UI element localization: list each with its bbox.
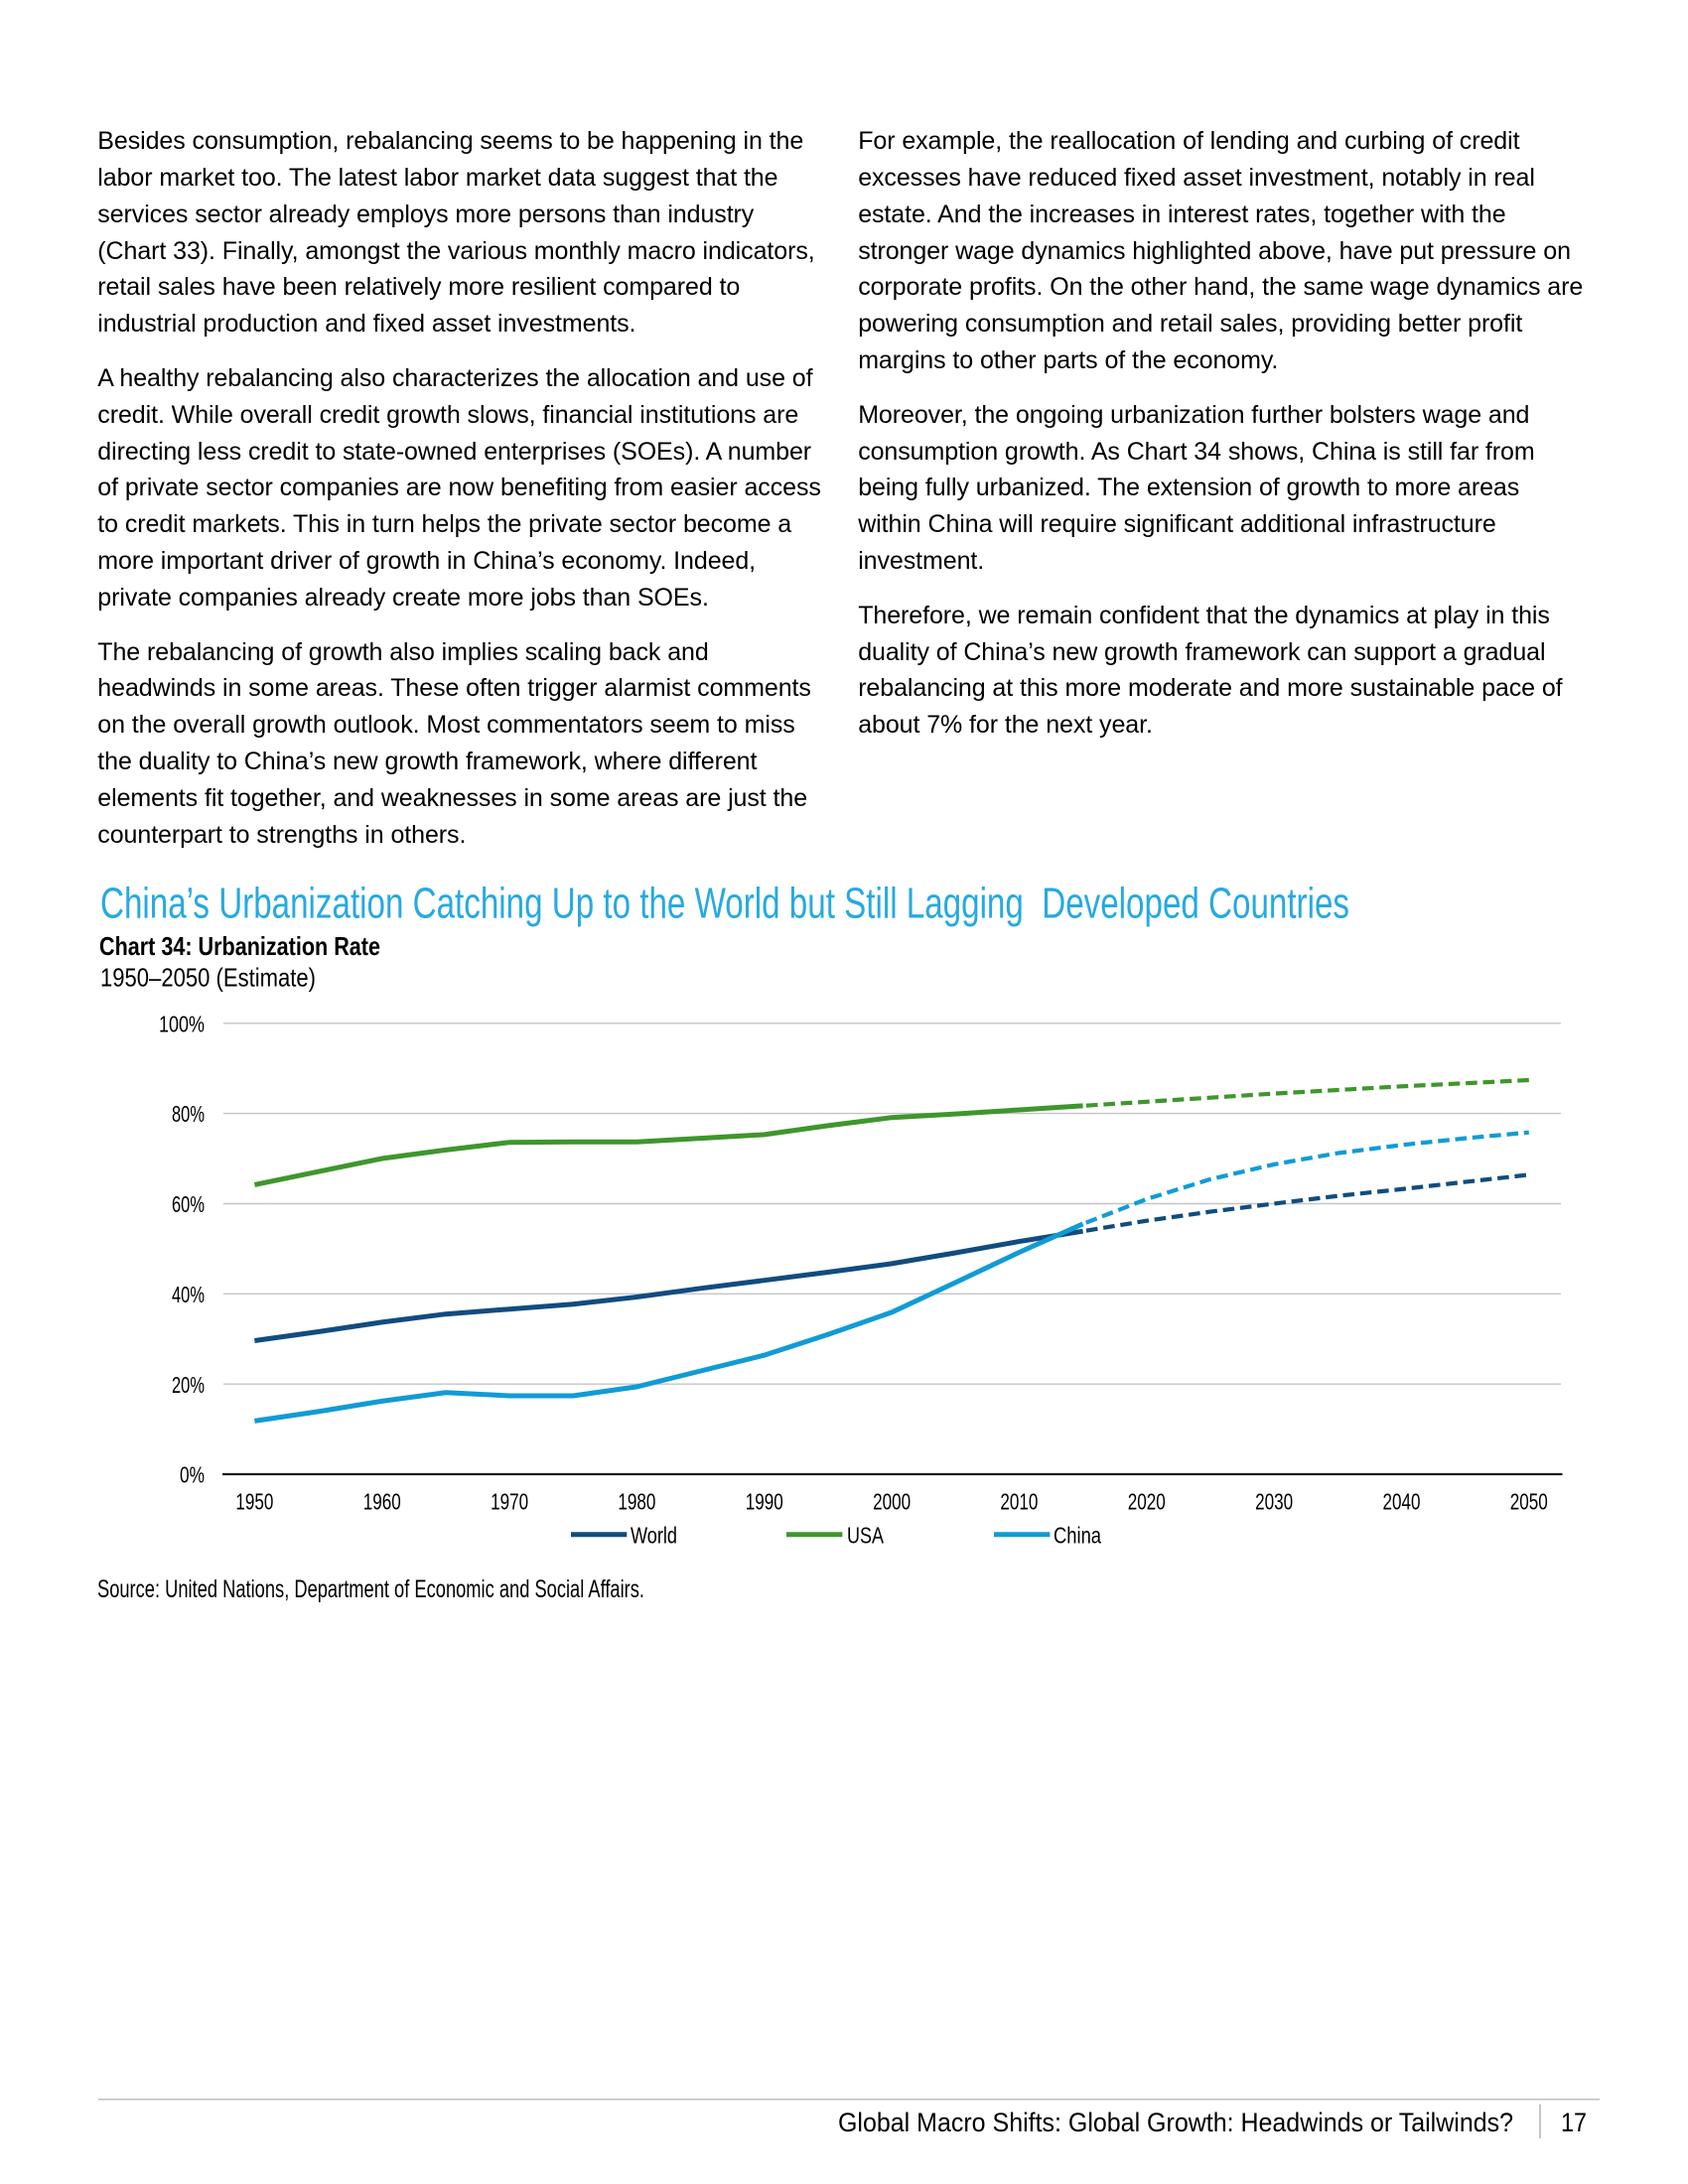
svg-text:Source: United Nations, Depart: Source: United Nations, Department of Ec… xyxy=(97,1575,644,1603)
svg-text:60%: 60% xyxy=(172,1191,205,1217)
svg-text:1950: 1950 xyxy=(235,1488,273,1514)
svg-text:2010: 2010 xyxy=(1000,1488,1038,1514)
svg-text:17: 17 xyxy=(1561,2108,1587,2137)
svg-text:2000: 2000 xyxy=(873,1488,911,1514)
svg-text:1990: 1990 xyxy=(746,1488,783,1514)
svg-text:China: China xyxy=(1054,1523,1102,1549)
svg-text:40%: 40% xyxy=(172,1282,205,1307)
svg-text:China’s Urbanization Catching: China’s Urbanization Catching Up to the … xyxy=(100,880,1349,928)
svg-text:1960: 1960 xyxy=(363,1488,401,1514)
svg-text:Chart 34: Urbanization Rate: Chart 34: Urbanization Rate xyxy=(99,931,380,961)
svg-text:2020: 2020 xyxy=(1128,1488,1166,1514)
svg-text:20%: 20% xyxy=(172,1372,205,1398)
svg-text:100%: 100% xyxy=(159,1011,205,1036)
svg-text:World: World xyxy=(631,1523,677,1549)
svg-text:1980: 1980 xyxy=(618,1488,655,1514)
svg-text:80%: 80% xyxy=(172,1101,205,1127)
svg-text:1970: 1970 xyxy=(491,1488,528,1514)
svg-text:Global Macro Shifts: Global Gr: Global Macro Shifts: Global Growth: Head… xyxy=(838,2108,1513,2137)
svg-text:USA: USA xyxy=(847,1523,884,1549)
svg-text:2030: 2030 xyxy=(1255,1488,1293,1514)
svg-text:1950–2050 (Estimate): 1950–2050 (Estimate) xyxy=(100,962,316,992)
svg-text:2040: 2040 xyxy=(1383,1488,1421,1514)
svg-text:0%: 0% xyxy=(180,1462,205,1488)
svg-text:2050: 2050 xyxy=(1510,1488,1548,1514)
